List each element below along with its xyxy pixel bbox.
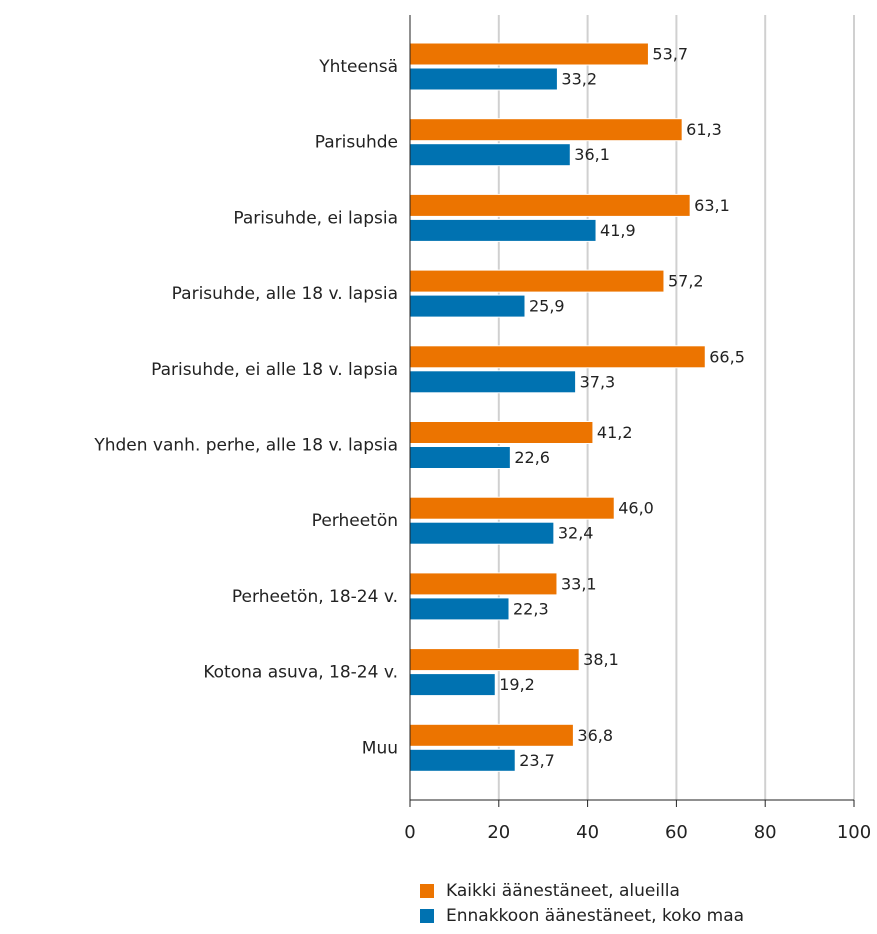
value-label: 36,8 bbox=[577, 726, 613, 745]
y-tick-label: Perheetön, 18-24 v. bbox=[232, 587, 398, 607]
value-label: 63,1 bbox=[694, 196, 730, 215]
bar bbox=[409, 218, 597, 242]
value-label: 53,7 bbox=[652, 45, 688, 64]
bar bbox=[409, 269, 665, 293]
legend-swatch bbox=[420, 909, 434, 923]
value-label: 41,9 bbox=[600, 221, 636, 240]
value-label: 38,1 bbox=[583, 650, 619, 669]
x-tick-label: 60 bbox=[665, 822, 688, 843]
bar bbox=[409, 118, 683, 142]
y-tick-label: Parisuhde, ei lapsia bbox=[233, 208, 398, 228]
value-label: 61,3 bbox=[686, 120, 722, 139]
value-label: 33,2 bbox=[561, 70, 597, 89]
bar bbox=[409, 193, 691, 217]
y-tick-label: Parisuhde, ei alle 18 v. lapsia bbox=[151, 360, 398, 380]
y-tick-label: Parisuhde bbox=[315, 133, 398, 153]
bar bbox=[409, 648, 580, 672]
value-label: 23,7 bbox=[519, 751, 555, 770]
bar bbox=[409, 294, 526, 318]
bar bbox=[409, 673, 496, 697]
value-label: 66,5 bbox=[709, 347, 745, 366]
bar bbox=[409, 67, 558, 91]
value-label: 22,3 bbox=[513, 599, 549, 618]
y-tick-label: Muu bbox=[362, 738, 398, 758]
x-tick-label: 40 bbox=[576, 822, 599, 843]
x-tick-label: 0 bbox=[404, 822, 415, 843]
bar bbox=[409, 748, 516, 772]
bar bbox=[409, 370, 577, 394]
x-tick-label: 80 bbox=[754, 822, 777, 843]
bar bbox=[409, 597, 510, 621]
legend-swatch bbox=[420, 884, 434, 898]
value-label: 46,0 bbox=[618, 499, 654, 518]
y-tick-label: Yhden vanh. perhe, alle 18 v. lapsia bbox=[93, 436, 398, 456]
y-tick-label: Perheetön bbox=[312, 511, 398, 531]
x-tick-label: 20 bbox=[487, 822, 510, 843]
bar bbox=[409, 143, 571, 167]
value-label: 41,2 bbox=[597, 423, 633, 442]
bar bbox=[409, 42, 649, 66]
value-label: 37,3 bbox=[580, 372, 616, 391]
bar bbox=[409, 496, 615, 520]
value-label: 33,1 bbox=[561, 574, 597, 593]
bar bbox=[409, 446, 511, 469]
y-tick-label: Parisuhde, alle 18 v. lapsia bbox=[172, 284, 398, 304]
bar bbox=[409, 521, 555, 545]
value-label: 36,1 bbox=[574, 145, 610, 164]
bar bbox=[409, 572, 558, 596]
value-label: 19,2 bbox=[499, 675, 535, 694]
y-tick-label: Yhteensä bbox=[318, 57, 398, 77]
x-tick-label: 100 bbox=[837, 822, 871, 843]
value-label: 25,9 bbox=[529, 297, 565, 316]
y-tick-label: Kotona asuva, 18-24 v. bbox=[203, 663, 398, 683]
bar bbox=[409, 421, 594, 444]
value-label: 32,4 bbox=[558, 524, 594, 543]
value-label: 22,6 bbox=[514, 448, 550, 467]
value-label: 57,2 bbox=[668, 272, 704, 291]
legend-label: Kaikki äänestäneet, alueilla bbox=[446, 881, 680, 901]
legend-label: Ennakkoon äänestäneet, koko maa bbox=[446, 906, 744, 926]
bar bbox=[409, 723, 574, 747]
bar bbox=[409, 345, 706, 369]
